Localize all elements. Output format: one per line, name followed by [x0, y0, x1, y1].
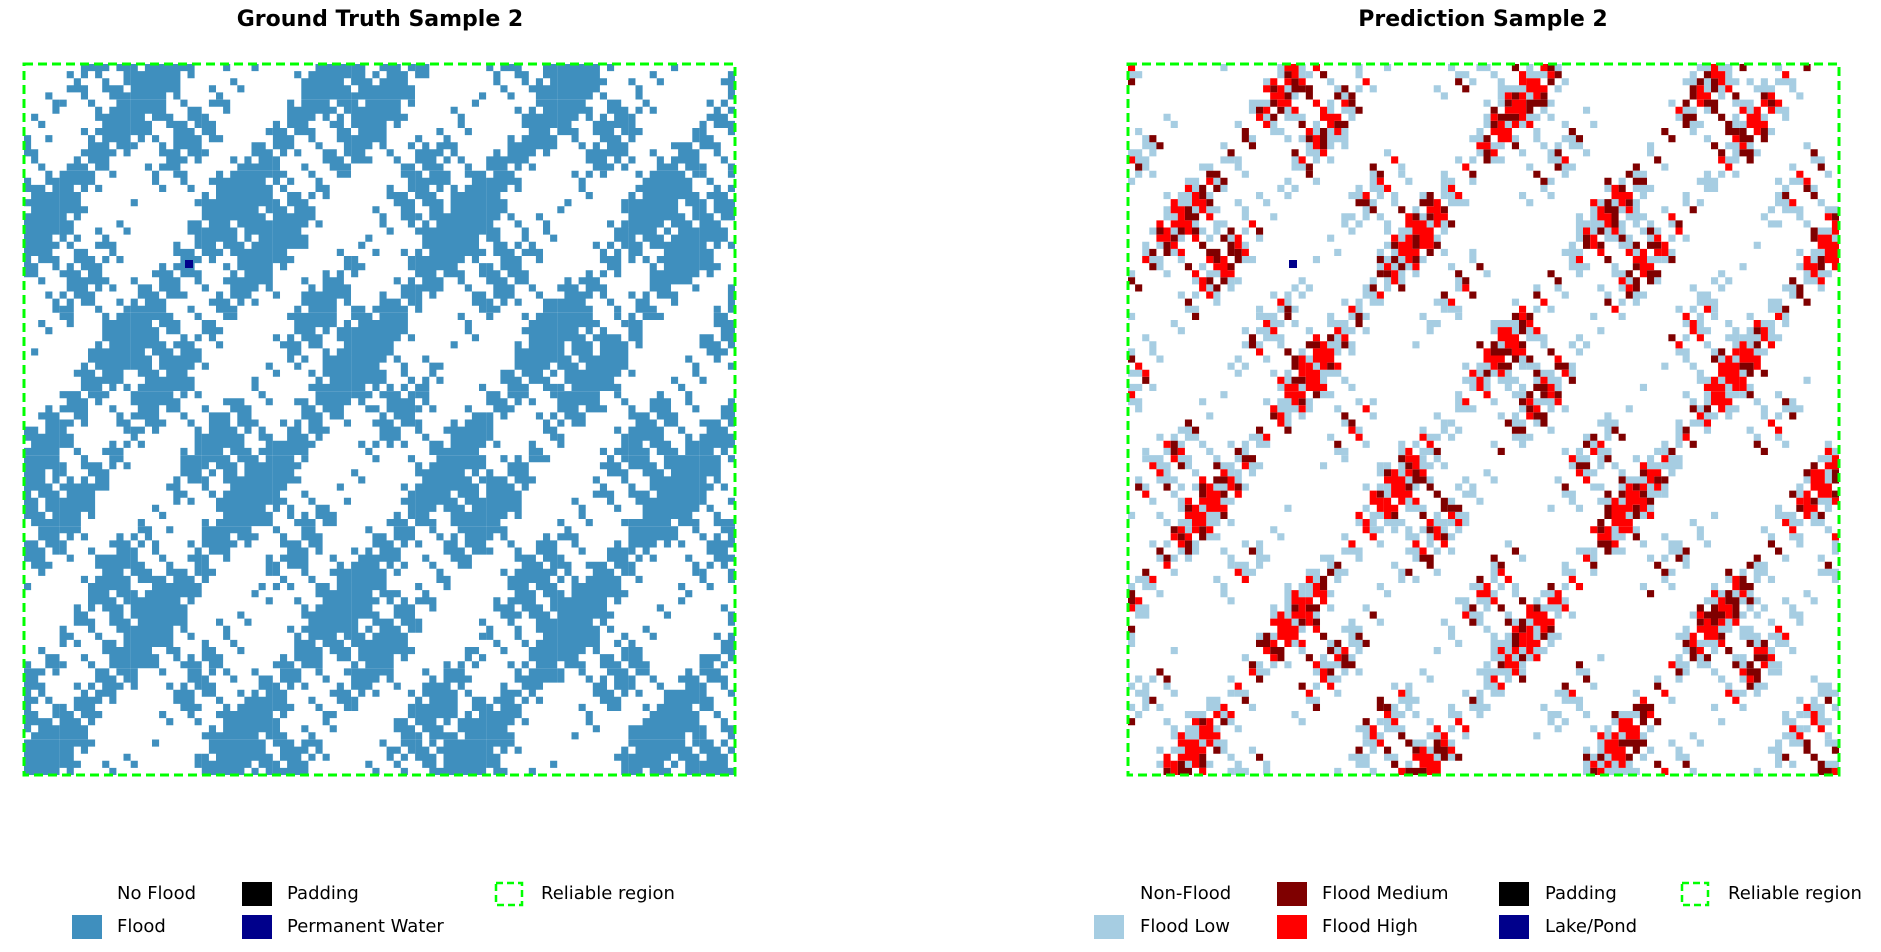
legend-swatch [1680, 881, 1710, 907]
water-pixel [1289, 260, 1297, 268]
map-layer [24, 64, 736, 776]
legend-swatch [72, 882, 102, 906]
legend-label: Padding [287, 883, 359, 904]
legend-swatch [242, 882, 272, 906]
map-layer [1128, 64, 1840, 776]
legend-swatch [1277, 882, 1307, 906]
legend-label: Non-Flood [1140, 883, 1231, 904]
legend-label: Flood Low [1140, 916, 1230, 937]
legend-label: Reliable region [1728, 883, 1862, 904]
legend-swatch [1499, 915, 1529, 939]
legend-label: Flood Medium [1322, 883, 1449, 904]
reliable-region [1126, 62, 1841, 777]
panel-title: Ground Truth Sample 2 [237, 7, 523, 32]
legend-swatch [1094, 915, 1124, 939]
legend-label: Flood [117, 916, 166, 937]
legend-label: Padding [1545, 883, 1617, 904]
legend-swatch [494, 881, 524, 907]
panel-title: Prediction Sample 2 [1358, 7, 1608, 32]
legend-label: Reliable region [541, 883, 675, 904]
map-layer [1128, 64, 1840, 776]
legend-label: Lake/Pond [1545, 916, 1637, 937]
legend-swatch [1499, 882, 1529, 906]
legend-swatch [1277, 915, 1307, 939]
reliable-region [22, 62, 737, 777]
legend-label: No Flood [117, 883, 196, 904]
legend-label: Flood High [1322, 916, 1418, 937]
legend-swatch [242, 915, 272, 939]
map-layer [1128, 64, 1840, 776]
water-pixel [185, 260, 193, 268]
legend-label: Permanent Water [287, 916, 444, 937]
legend-swatch [72, 915, 102, 939]
legend-swatch [1094, 882, 1124, 906]
